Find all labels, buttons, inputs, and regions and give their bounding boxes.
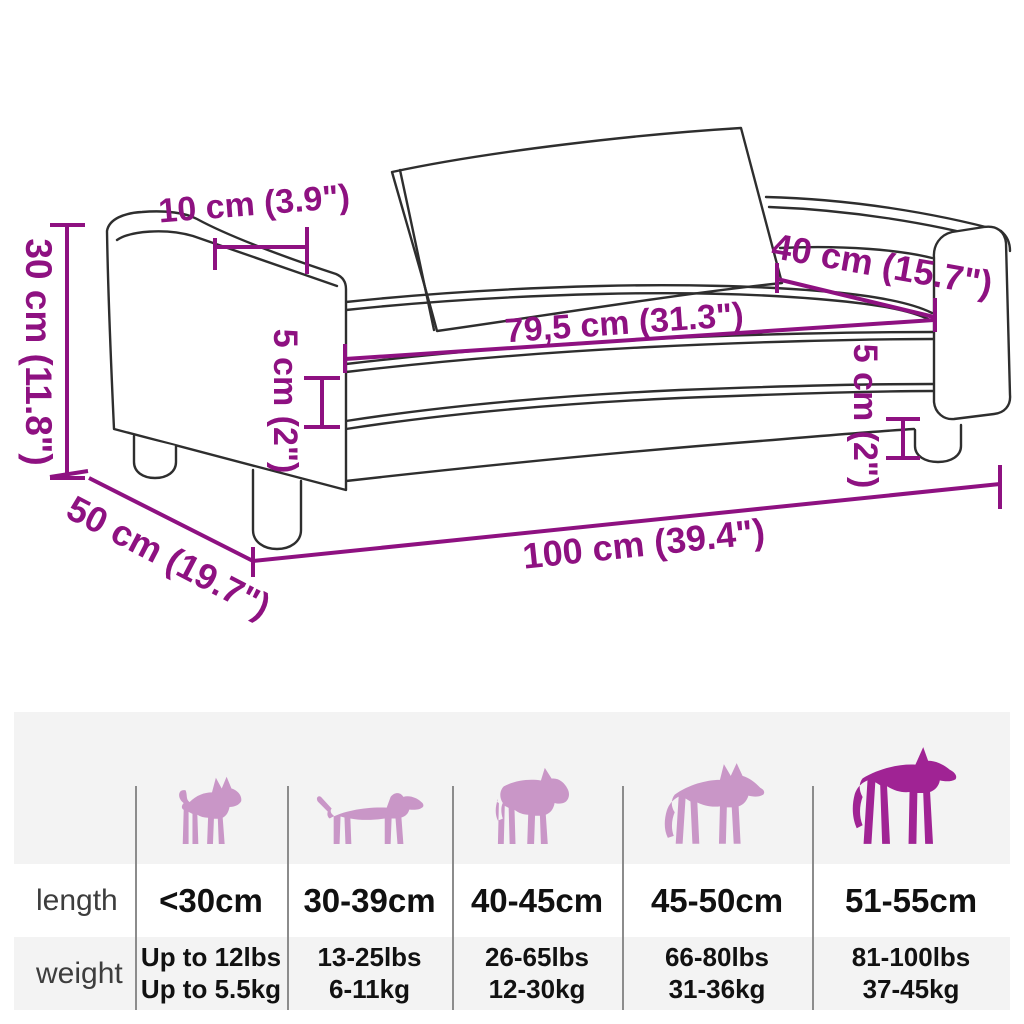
dog-icon-bull-terrier	[452, 712, 622, 864]
dog-icon-great-dane	[812, 712, 1010, 864]
weight-kg: 12-30kg	[488, 973, 586, 1004]
sofa-line-drawing	[105, 126, 1012, 551]
column-divider	[135, 786, 137, 1010]
weight-kg: 31-36kg	[668, 973, 766, 1004]
weight-kg: 6-11kg	[329, 973, 410, 1004]
weight-lbs: 26-65lbs	[484, 941, 590, 972]
length-value: <30cm	[159, 881, 263, 919]
sofa-leg	[251, 468, 303, 551]
left-armrest	[105, 210, 348, 492]
column-divider	[622, 786, 624, 1010]
column-divider	[452, 786, 454, 1010]
length-value: 30-39cm	[303, 881, 436, 919]
dimension-lines	[49, 223, 1002, 577]
dimension-gap-left-label: 5 cm (2")	[266, 329, 304, 474]
empty-cell	[14, 712, 135, 864]
weight-lbs: Up to 12lbs	[140, 941, 282, 972]
dimension-backrest-label: 10 cm (3.9")	[157, 178, 351, 231]
weight-row: weight Up to 12lbs Up to 5.5kg 13-25lbs …	[14, 937, 1010, 1010]
length-row-label: length	[36, 883, 118, 917]
length-value: 40-45cm	[470, 881, 604, 919]
column-divider	[287, 786, 289, 1010]
weight-value: 13-25lbs 6-11kg	[287, 937, 452, 1010]
weight-value: 66-80lbs 31-36kg	[622, 937, 812, 1010]
dog-icon-dachshund	[287, 712, 452, 864]
weight-value: 81-100lbs 37-45kg	[812, 937, 1010, 1010]
weight-lbs: 66-80lbs	[664, 941, 770, 972]
dog-icon-german-shepherd	[622, 712, 812, 864]
dog-size-chart: length <30cm 30-39cm 40-45cm 45-50cm 51-…	[14, 712, 1010, 1010]
length-value: 51-55cm	[844, 881, 978, 919]
weight-lbs: 13-25lbs	[317, 941, 422, 972]
dog-icon-chihuahua	[135, 712, 287, 864]
dog-icons-row	[14, 712, 1010, 864]
weight-kg: Up to 5.5kg	[140, 973, 282, 1004]
weight-value: 26-65lbs 12-30kg	[452, 937, 622, 1010]
weight-row-label: weight	[36, 956, 123, 990]
dimension-gap-right-label: 5 cm (2")	[846, 344, 884, 489]
weight-value: Up to 12lbs Up to 5.5kg	[135, 937, 287, 1010]
sofa-dimension-diagram: 30 cm (11.8") 10 cm (3.9") 40 cm (15.7")…	[18, 126, 1012, 627]
length-value: 45-50cm	[650, 881, 784, 919]
right-armrest	[932, 225, 1012, 421]
weight-lbs: 81-100lbs	[851, 941, 971, 972]
column-divider	[812, 786, 814, 1010]
weight-kg: 37-45kg	[862, 973, 960, 1004]
sofa-leg	[132, 434, 178, 480]
dimension-height-label: 30 cm (11.8")	[18, 238, 59, 465]
sofa-leg	[913, 423, 963, 464]
length-row: length <30cm 30-39cm 40-45cm 45-50cm 51-…	[14, 864, 1010, 937]
